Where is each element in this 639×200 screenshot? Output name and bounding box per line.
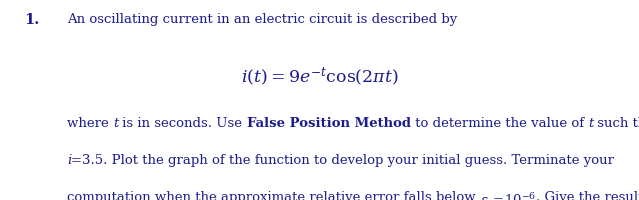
Text: An oscillating current in an electric circuit is described by: An oscillating current in an electric ci…: [67, 13, 458, 26]
Text: $\varepsilon_s\!=\!10^{-6}$: $\varepsilon_s\!=\!10^{-6}$: [480, 190, 536, 200]
Text: is in seconds. Use: is in seconds. Use: [118, 116, 247, 129]
Text: =3.5. Plot the graph of the function to develop your initial guess. Terminate yo: =3.5. Plot the graph of the function to …: [72, 153, 614, 166]
Text: t: t: [113, 116, 118, 129]
Text: such that: such that: [594, 116, 639, 129]
Text: False Position Method: False Position Method: [247, 116, 411, 129]
Text: to determine the value of: to determine the value of: [411, 116, 588, 129]
Text: $i(t) = 9e^{-t}\cos(2\pi t)$: $i(t) = 9e^{-t}\cos(2\pi t)$: [241, 66, 398, 88]
Text: where: where: [67, 116, 113, 129]
Text: i: i: [67, 153, 72, 166]
Text: 1.: 1.: [24, 13, 40, 27]
Text: t: t: [588, 116, 594, 129]
Text: . Give the results in: . Give the results in: [536, 190, 639, 200]
Text: computation when the approximate relative error falls below: computation when the approximate relativ…: [67, 190, 480, 200]
